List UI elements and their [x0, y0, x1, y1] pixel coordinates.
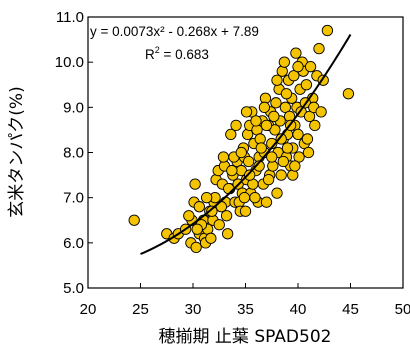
y-tick-label: 5.0 — [63, 280, 84, 297]
y-axis-title: 玄米タンパク(%) — [7, 86, 27, 217]
data-point — [290, 47, 302, 59]
data-point — [268, 110, 280, 123]
data-point — [271, 187, 283, 199]
data-point — [302, 146, 315, 159]
trendline — [140, 33, 352, 255]
data-point — [292, 61, 304, 73]
data-point — [226, 164, 238, 177]
data-point — [280, 88, 293, 100]
data-point — [277, 155, 289, 168]
data-point — [239, 205, 252, 217]
equation-label: y = 0.0073x² - 0.268x + 7.89 — [90, 24, 259, 39]
y-axis: 5.0 6.0 7.0 8.0 9.0 10.0 11.0 — [55, 9, 93, 297]
data-point — [275, 133, 287, 145]
data-point — [250, 115, 262, 127]
y-tick-label: 10.0 — [55, 54, 84, 71]
data-point — [183, 210, 195, 222]
data-point — [244, 169, 256, 181]
data-point — [315, 106, 327, 118]
data-point — [260, 119, 273, 132]
data-point — [189, 178, 201, 190]
data-point — [271, 74, 283, 86]
data-point — [303, 110, 316, 123]
data-point — [238, 192, 251, 204]
data-point — [206, 205, 218, 217]
x-tick-label: 30 — [185, 301, 202, 318]
data-point — [309, 119, 321, 132]
y-tick-label: 8.0 — [63, 145, 84, 162]
data-point — [242, 155, 255, 168]
data-point — [205, 232, 217, 244]
x-tick-label: 45 — [342, 301, 359, 318]
data-point — [281, 142, 294, 154]
data-point — [230, 119, 242, 132]
x-tick-label: 35 — [237, 301, 254, 318]
data-point — [191, 223, 203, 235]
data-point — [258, 101, 271, 113]
data-point — [213, 219, 225, 231]
data-point — [262, 173, 275, 186]
data-point — [304, 61, 317, 73]
y-tick-label: 9.0 — [63, 99, 84, 116]
data-point — [249, 192, 261, 204]
data-point — [225, 128, 237, 141]
data-point — [253, 160, 265, 172]
data-point — [260, 196, 273, 208]
r-squared-label: R2 = 0.683 — [145, 45, 209, 62]
data-point — [270, 97, 282, 109]
data-point — [292, 128, 304, 141]
y-tick-label: 11.0 — [56, 9, 84, 26]
data-point — [200, 192, 213, 204]
data-point — [289, 160, 301, 172]
x-tick-label: 40 — [290, 301, 307, 318]
data-point — [279, 101, 292, 113]
data-point — [255, 142, 267, 154]
data-point — [301, 133, 314, 145]
x-tick-label: 50 — [395, 301, 410, 318]
data-point — [266, 151, 278, 163]
data-point — [128, 214, 140, 226]
data-point — [313, 42, 325, 55]
x-tick-label: 25 — [132, 301, 149, 318]
data-point — [190, 241, 202, 254]
data-point — [342, 88, 355, 100]
data-point — [220, 210, 233, 222]
data-point — [217, 151, 230, 163]
x-axis-title: 穂揃期 止葉 SPAD502 — [159, 327, 332, 347]
data-point — [235, 146, 247, 159]
y-tick-label: 6.0 — [63, 235, 84, 252]
x-axis: 20 25 30 35 40 45 50 — [80, 283, 410, 318]
y-tick-label: 7.0 — [63, 190, 84, 207]
data-point — [193, 201, 205, 213]
data-points — [128, 24, 355, 254]
data-point — [221, 228, 234, 240]
data-point — [288, 70, 300, 82]
data-point — [278, 56, 290, 68]
data-point — [223, 182, 235, 195]
data-point — [293, 151, 305, 163]
data-point — [321, 24, 334, 37]
x-tick-label: 20 — [80, 301, 97, 318]
data-point — [240, 106, 253, 118]
data-point — [300, 79, 313, 91]
data-point — [275, 169, 287, 181]
